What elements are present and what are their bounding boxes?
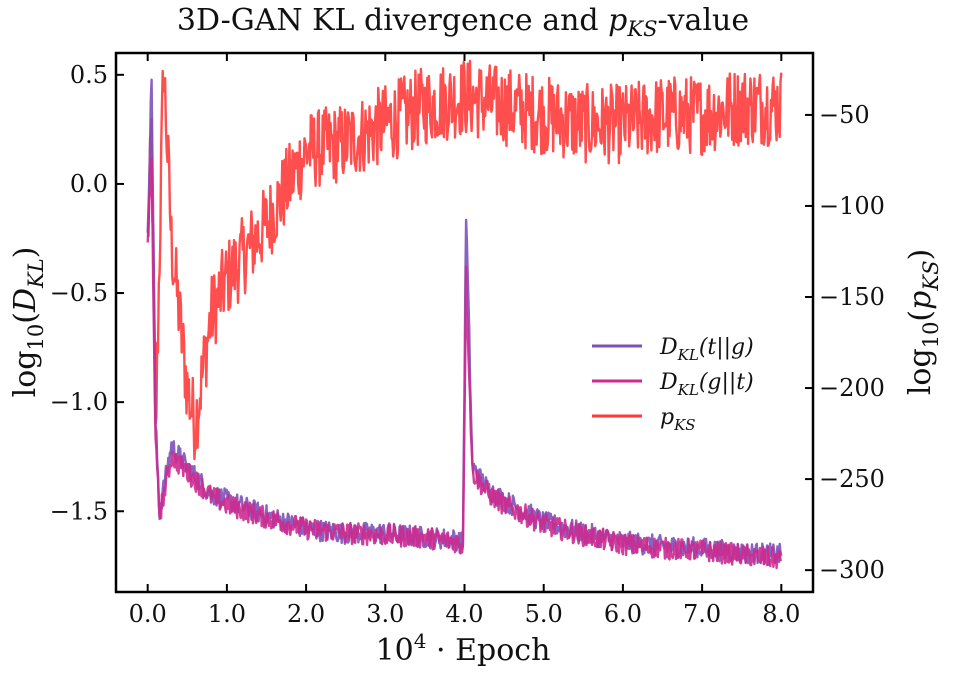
y-right-tick-label: −300 <box>819 556 885 584</box>
series-group <box>146 59 783 570</box>
x-tick-label: 7.0 <box>683 600 721 628</box>
svg-text:3D-GAN KL divergence and pKS-v: 3D-GAN KL divergence and pKS-value <box>177 3 749 41</box>
legend-label: DKL(t||g) <box>659 335 754 364</box>
chart-title: 3D-GAN KL divergence and pKS-value <box>177 3 749 41</box>
ticks: 0.0 1.0 2.0 3.0 4.0 5.0 6.0 7.0 8.0 0.5 0.0 −0.5 −1.… <box>50 53 885 628</box>
x-tick-label: 0.0 <box>129 600 167 628</box>
x-axis-label: 104 · Epoch <box>376 629 551 668</box>
y-left-tick-label: −1.0 <box>50 388 108 416</box>
y-axis-left-label: log10(DKL) <box>8 247 48 398</box>
svg-text:104 · Epoch: 104 · Epoch <box>376 629 551 668</box>
svg-text:log10(pKS): log10(pKS) <box>903 249 943 395</box>
svg-text:log10(DKL): log10(DKL) <box>8 247 48 398</box>
y-axis-right-label: log10(pKS) <box>903 249 943 395</box>
y-left-tick-label: −0.5 <box>50 279 108 307</box>
x-tick-label: 5.0 <box>525 600 563 628</box>
y-right-tick-label: −150 <box>819 283 885 311</box>
x-tick-label: 3.0 <box>366 600 404 628</box>
y-left-tick-label: 0.5 <box>70 61 108 89</box>
series-line-p-ks <box>146 59 783 461</box>
legend: DKL(t||g) DKL(g||t) pKS <box>592 335 754 434</box>
x-tick-label: 2.0 <box>287 600 325 628</box>
x-tick-label: 4.0 <box>445 600 483 628</box>
legend-label: DKL(g||t) <box>659 370 754 399</box>
x-tick-label: 1.0 <box>208 600 246 628</box>
legend-label: pKS <box>660 405 696 434</box>
y-right-tick-label: −250 <box>819 465 885 493</box>
y-right-tick-label: −100 <box>819 192 885 220</box>
x-tick-label: 8.0 <box>762 600 800 628</box>
y-right-tick-label: −50 <box>819 101 870 129</box>
x-tick-label: 6.0 <box>604 600 642 628</box>
series-line-d-kl-g-t- <box>146 157 783 570</box>
y-left-tick-label: −1.5 <box>50 497 108 525</box>
y-left-tick-label: 0.0 <box>70 170 108 198</box>
y-right-tick-label: −200 <box>819 374 885 402</box>
